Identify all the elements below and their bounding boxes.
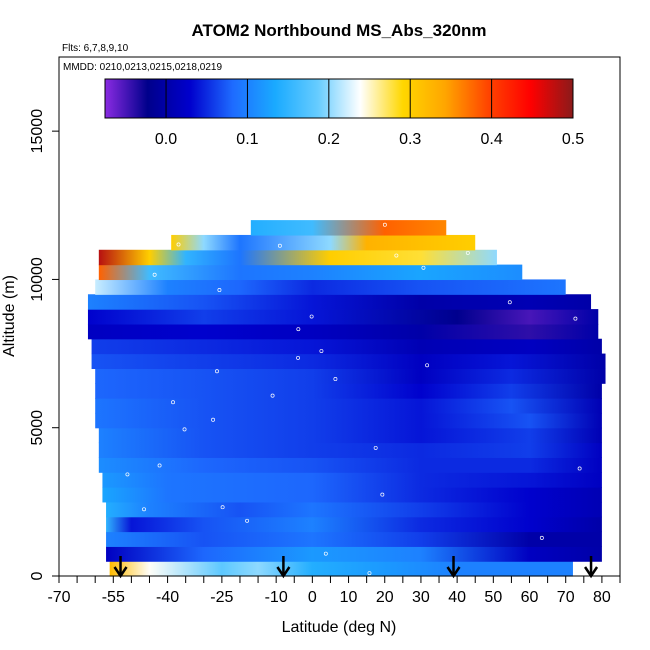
heatmap-layer (109, 561, 573, 577)
sample-point (182, 427, 187, 432)
sample-point (296, 355, 300, 360)
y-axis-label: Altitude (m) (1, 275, 18, 357)
heatmap-layer (91, 338, 602, 355)
colorbar-tick-label: 0.4 (480, 131, 502, 148)
sample-point (367, 571, 372, 576)
sample-point (394, 253, 399, 258)
sample-point (211, 417, 216, 422)
colorbar-tick-label: 0.1 (236, 131, 258, 148)
heatmap-layer (106, 501, 602, 518)
sample-point (465, 250, 470, 255)
heatmap-layer (106, 516, 602, 533)
y-axis: 0 5000 10000 15000 (29, 109, 59, 580)
sample-point (425, 363, 430, 368)
sample-point (507, 300, 512, 305)
sample-point (309, 314, 314, 319)
heatmap-layer (250, 220, 447, 236)
colorbar-ticks: 0.0 0.1 0.2 0.3 0.4 0.5 (155, 79, 584, 148)
heatmap-layer (106, 546, 602, 562)
latitude-arrows (113, 556, 599, 579)
colorbar-tick-label: 0.5 (562, 131, 584, 148)
y-tick-label: 5000 (29, 410, 46, 446)
heatmap-layer (91, 353, 606, 369)
sample-point (217, 288, 222, 292)
y-tick-label: 15000 (29, 109, 46, 154)
dates-label: MMDD: 0210,0213,0215,0218,0219 (63, 62, 222, 73)
heatmap-layer (95, 368, 606, 384)
x-tick-label: 30 (412, 589, 430, 606)
x-tick-label: 70 (557, 589, 575, 606)
sample-point (577, 466, 582, 471)
heatmap-layer (171, 234, 476, 251)
sample-point (215, 369, 219, 374)
heatmap-layer (95, 383, 602, 399)
x-tick-label: 0 (308, 589, 317, 606)
heatmap-layer (106, 531, 602, 547)
x-tick-label: 20 (376, 589, 394, 606)
x-axis: -70 -55 -40 -25 -10 0 10 20 30 40 50 60 70 80 (47, 575, 621, 606)
x-tick-label: 10 (340, 589, 358, 606)
heatmap-layer (102, 487, 602, 503)
heatmap-layer (95, 398, 602, 414)
sample-point (157, 463, 162, 468)
sample-point (333, 376, 338, 381)
x-tick-label: -25 (210, 589, 233, 606)
x-tick-label: -70 (47, 589, 70, 606)
sample-point (380, 492, 385, 497)
sample-points (125, 222, 582, 576)
x-tick-label: 50 (484, 589, 502, 606)
x-tick-label: -10 (265, 589, 288, 606)
sample-point (270, 393, 275, 398)
colorbar: 0.0 0.1 0.2 0.3 0.4 0.5 (104, 78, 584, 148)
sample-point (152, 272, 157, 277)
sample-point (125, 472, 130, 477)
heatmap-layer (95, 279, 566, 295)
sample-point (176, 242, 181, 247)
sample-point (277, 243, 282, 248)
sample-point (421, 265, 426, 270)
sample-point (142, 507, 146, 512)
sample-point (373, 445, 378, 450)
sample-point (171, 400, 175, 405)
colorbar-tick-label: 0.2 (318, 131, 340, 148)
heatmap-layer (95, 412, 602, 429)
sample-point (319, 349, 324, 353)
x-axis-label: Latitude (deg N) (282, 619, 397, 636)
heatmap-layer (98, 249, 497, 266)
y-tick-label: 0 (29, 571, 46, 580)
heatmap-layers (87, 220, 606, 577)
colorbar-tick-label: 0.3 (399, 131, 421, 148)
heatmap-layer (87, 294, 592, 310)
heatmap-layer (98, 442, 602, 458)
sample-point (382, 222, 387, 227)
sample-point (539, 535, 544, 540)
x-tick-label: 80 (593, 589, 611, 606)
sample-point (220, 505, 225, 510)
heatmap-layer (87, 323, 599, 340)
colorbar-bar (104, 78, 574, 119)
x-tick-label: 40 (448, 589, 466, 606)
chart-title: ATOM2 Northbound MS_Abs_320nm (191, 21, 486, 40)
heatmap-layer (98, 457, 602, 473)
heatmap-layer (102, 472, 602, 488)
x-tick-label: -40 (156, 589, 179, 606)
flights-label: Flts: 6,7,8,9,10 (62, 43, 129, 54)
y-tick-label: 10000 (29, 257, 46, 302)
x-tick-label: -55 (102, 589, 125, 606)
x-tick-label: 60 (521, 589, 539, 606)
sample-point (573, 316, 578, 321)
heatmap-layer (87, 309, 599, 325)
heatmap-layer (98, 264, 523, 281)
sample-point (245, 518, 250, 523)
sample-point (323, 551, 328, 556)
colorbar-tick-label: 0.0 (155, 131, 177, 148)
heatmap-layer (98, 427, 602, 444)
sample-point (296, 327, 301, 332)
